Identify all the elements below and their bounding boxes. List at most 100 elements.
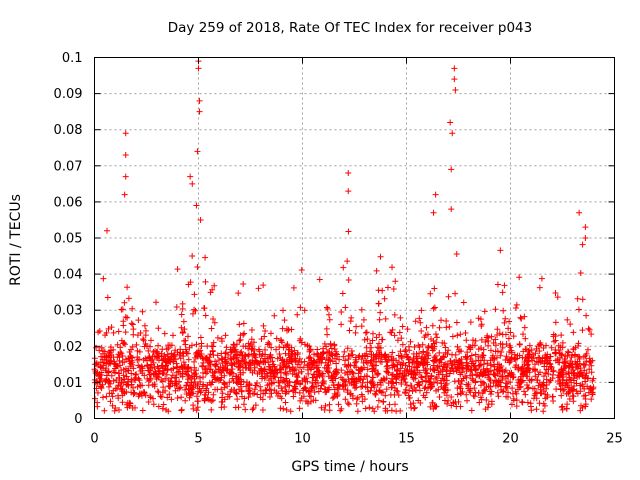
- data-point: [510, 333, 517, 340]
- data-point: [460, 364, 467, 371]
- data-point: [580, 361, 587, 368]
- data-point: [375, 287, 382, 294]
- x-axis-label: GPS time / hours: [291, 459, 408, 475]
- data-point: [416, 387, 423, 394]
- data-point: [204, 368, 211, 375]
- data-point: [125, 355, 132, 362]
- data-point: [411, 364, 418, 371]
- data-point: [219, 390, 226, 397]
- data-point: [552, 337, 559, 344]
- y-tick-labels: 0 0.01 0.02 0.03 0.04 0.05 0.06 0.07 0.08 0.09 0.1: [54, 51, 83, 427]
- data-point: [370, 330, 377, 337]
- data-point: [166, 383, 173, 390]
- data-point: [252, 357, 259, 364]
- data-point: [277, 405, 284, 412]
- data-point: [310, 374, 317, 381]
- data-point: [170, 352, 177, 359]
- data-point: [397, 361, 404, 368]
- data-point: [219, 360, 226, 367]
- data-point: [391, 332, 398, 339]
- data-point: [496, 330, 503, 337]
- data-point: [101, 407, 108, 414]
- data-point: [434, 363, 441, 370]
- data-point: [468, 352, 475, 359]
- data-point: [394, 337, 401, 344]
- data-point: [105, 325, 112, 332]
- data-point: [325, 386, 332, 393]
- data-point: [496, 361, 503, 368]
- data-point: [307, 398, 314, 405]
- data-point: [438, 355, 445, 362]
- data-point: [565, 349, 572, 356]
- data-point: [418, 328, 425, 335]
- data-point: [446, 323, 453, 330]
- data-point: [240, 343, 247, 350]
- data-point: [279, 387, 286, 394]
- data-point: [249, 390, 256, 397]
- data-point-peak: [576, 209, 583, 216]
- data-point: [507, 329, 514, 336]
- data-point: [262, 373, 269, 380]
- data-point: [444, 351, 451, 358]
- data-point: [492, 377, 499, 384]
- data-point: [194, 398, 201, 405]
- data-point: [258, 367, 265, 374]
- data-point: [279, 325, 286, 332]
- data-point: [194, 388, 201, 395]
- data-point: [236, 337, 243, 344]
- data-point: [323, 365, 330, 372]
- data-point: [304, 342, 311, 349]
- data-point: [322, 402, 329, 409]
- data-point: [258, 353, 265, 360]
- data-point: [383, 386, 390, 393]
- data-point: [111, 407, 118, 414]
- data-point: [276, 351, 283, 358]
- data-point: [326, 407, 333, 414]
- data-point: [298, 359, 305, 366]
- data-point: [200, 369, 207, 376]
- data-point: [404, 366, 411, 373]
- data-point: [507, 358, 514, 365]
- data-point: [469, 337, 476, 344]
- data-point: [577, 382, 584, 389]
- data-point: [111, 369, 118, 376]
- data-point: [209, 347, 216, 354]
- data-point: [311, 351, 318, 358]
- data-point: [251, 360, 258, 367]
- data-point: [160, 356, 167, 363]
- data-point: [292, 379, 299, 386]
- data-point: [218, 338, 225, 345]
- data-point: [465, 363, 472, 370]
- data-point: [568, 354, 575, 361]
- data-point: [569, 392, 576, 399]
- data-point: [245, 394, 252, 401]
- data-point: [292, 366, 299, 373]
- data-point: [406, 363, 413, 370]
- data-point: [445, 347, 452, 354]
- data-point: [523, 381, 530, 388]
- data-point: [354, 408, 361, 415]
- data-point: [381, 295, 388, 302]
- data-point: [305, 355, 312, 362]
- data-point: [385, 353, 392, 360]
- data-point: [417, 399, 424, 406]
- data-point: [128, 370, 135, 377]
- data-point: [192, 351, 199, 358]
- data-point: [502, 357, 509, 364]
- data-point: [164, 366, 171, 373]
- data-point: [280, 307, 287, 314]
- data-point: [139, 407, 146, 414]
- data-point: [116, 354, 123, 361]
- data-point: [465, 343, 472, 350]
- data-point: [345, 352, 352, 359]
- data-point: [570, 346, 577, 353]
- data-point: [246, 359, 253, 366]
- data-point: [179, 305, 186, 312]
- data-point: [541, 360, 548, 367]
- data-point-peak: [451, 76, 458, 83]
- data-point: [340, 377, 347, 384]
- data-point: [313, 362, 320, 369]
- data-point: [533, 345, 540, 352]
- data-point: [153, 354, 160, 361]
- data-point: [230, 387, 237, 394]
